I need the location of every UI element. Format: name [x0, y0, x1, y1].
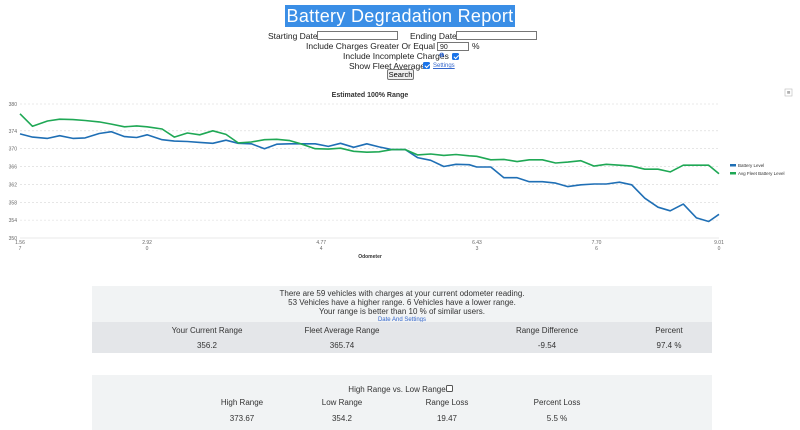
- ending-date-label: Ending Date:: [410, 31, 460, 41]
- date-settings-link-text[interactable]: Date And Settings: [377, 317, 427, 323]
- low-range-header: Low Range: [321, 398, 363, 407]
- help-icon[interactable]: ❶: [439, 53, 445, 59]
- series-line-battery-level: [19, 130, 720, 223]
- low-range-value: 354.2: [331, 414, 353, 423]
- export-icon-glyph[interactable]: ≡: [787, 91, 791, 97]
- x-axis-label: Odometer: [358, 254, 382, 260]
- range-summary-panel: There are 59 vehicles with charges at yo…: [92, 286, 712, 353]
- charges-row: Include Charges Greater Or Equal To: 90 …: [0, 41, 800, 52]
- starting-date-label: Starting Date:: [268, 31, 320, 41]
- settings-link[interactable]: Settings: [433, 63, 455, 69]
- y-tick-label: 362: [9, 182, 18, 188]
- page-title: Battery Degradation Report: [284, 5, 516, 27]
- x-tick-label: 4.77: [316, 240, 326, 246]
- fleet-average-value: 365.74: [329, 341, 355, 350]
- y-tick-label: 358: [9, 200, 18, 206]
- x-tick-label: 6.43: [472, 240, 482, 246]
- range-loss-value: 19.47: [436, 414, 458, 423]
- percent-loss-value: 5.5 %: [546, 414, 568, 423]
- range-chart: Estimated 100% Range 350 354 358 362 366 370 37…: [0, 85, 800, 270]
- summary-line-1: There are 59 vehicles with charges at yo…: [279, 289, 525, 298]
- incomplete-row: Include Incomplete Charges ❶: [0, 51, 800, 62]
- include-charges-input[interactable]: 90: [437, 42, 469, 51]
- y-tick-label: 354: [9, 218, 18, 224]
- x-tick-label: 0: [718, 246, 721, 252]
- page-header: Battery Degradation Report: [0, 5, 800, 27]
- x-tick-label: 0: [146, 246, 149, 252]
- date-row: Starting Date: Ending Date:: [0, 31, 800, 42]
- range-difference-value: -9.54: [537, 341, 557, 350]
- summary-line-2: 53 Vehicles have a higher range. 6 Vehic…: [288, 298, 516, 307]
- chart-title: Estimated 100% Range: [332, 92, 409, 99]
- summary-line-3: Your range is better than 10 % of simila…: [318, 307, 485, 316]
- legend-swatch: [730, 164, 736, 167]
- y-tick-label: 374: [9, 129, 18, 135]
- legend-swatch: [730, 172, 736, 175]
- x-tick-label: 1.56: [15, 240, 25, 246]
- x-tick-label: 7: [19, 246, 22, 252]
- show-fleet-checkbox[interactable]: [423, 62, 430, 69]
- percent-loss-header: Percent Loss: [533, 398, 581, 407]
- current-range-value: 356.2: [196, 341, 218, 350]
- high-low-panel: High Range vs. Low Range High Range Low …: [92, 375, 712, 430]
- percent-value: 97.4 %: [656, 341, 682, 350]
- x-tick-label: 9.01: [714, 240, 724, 246]
- range-difference-header: Range Difference: [515, 326, 579, 335]
- y-tick-label: 350: [9, 236, 18, 242]
- export-icon-box[interactable]: [784, 88, 793, 97]
- ending-date-input[interactable]: [456, 31, 537, 40]
- x-tick-label: 2.92: [142, 240, 152, 246]
- fleet-row: Show Fleet Average: Settings: [0, 61, 800, 72]
- x-tick-label: 6: [595, 246, 598, 252]
- current-range-header: Your Current Range: [171, 326, 243, 335]
- series-line-fleet-average: [19, 113, 720, 175]
- starting-date-input[interactable]: [317, 31, 398, 40]
- y-tick-label: 370: [9, 147, 18, 153]
- high-range-header: High Range: [220, 398, 264, 407]
- y-tick-label: 380: [9, 102, 18, 108]
- high-low-label: High Range vs. Low Range: [348, 385, 446, 394]
- fleet-average-header: Fleet Average Range: [304, 326, 380, 335]
- legend-label: Battery Level: [738, 163, 764, 168]
- percent-unit: %: [472, 41, 480, 51]
- percent-header: Percent: [655, 326, 683, 335]
- high-low-checkbox[interactable]: [446, 385, 453, 392]
- include-charges-label: Include Charges Greater Or Equal To:: [306, 41, 449, 51]
- date-settings-link[interactable]: Date And Settings: [92, 317, 712, 323]
- chart-export-icon[interactable]: ≡: [784, 88, 793, 97]
- high-range-value: 373.67: [229, 414, 255, 423]
- show-fleet-label: Show Fleet Average:: [349, 61, 428, 71]
- y-tick-label: 366: [9, 165, 18, 171]
- range-chart-svg: Estimated 100% Range35035435836236637037…: [9, 88, 793, 260]
- search-button[interactable]: Search: [387, 69, 414, 80]
- x-tick-label: 3: [476, 246, 479, 252]
- x-tick-label: 4: [320, 246, 323, 252]
- legend-label: Avg Fleet Battery Level: [738, 171, 784, 176]
- include-incomplete-label: Include Incomplete Charges: [343, 51, 449, 61]
- x-tick-label: 7.70: [592, 240, 602, 246]
- range-loss-header: Range Loss: [425, 398, 469, 407]
- include-incomplete-checkbox[interactable]: [452, 53, 459, 60]
- summary-table: Your Current Range Fleet Average Range R…: [92, 322, 712, 353]
